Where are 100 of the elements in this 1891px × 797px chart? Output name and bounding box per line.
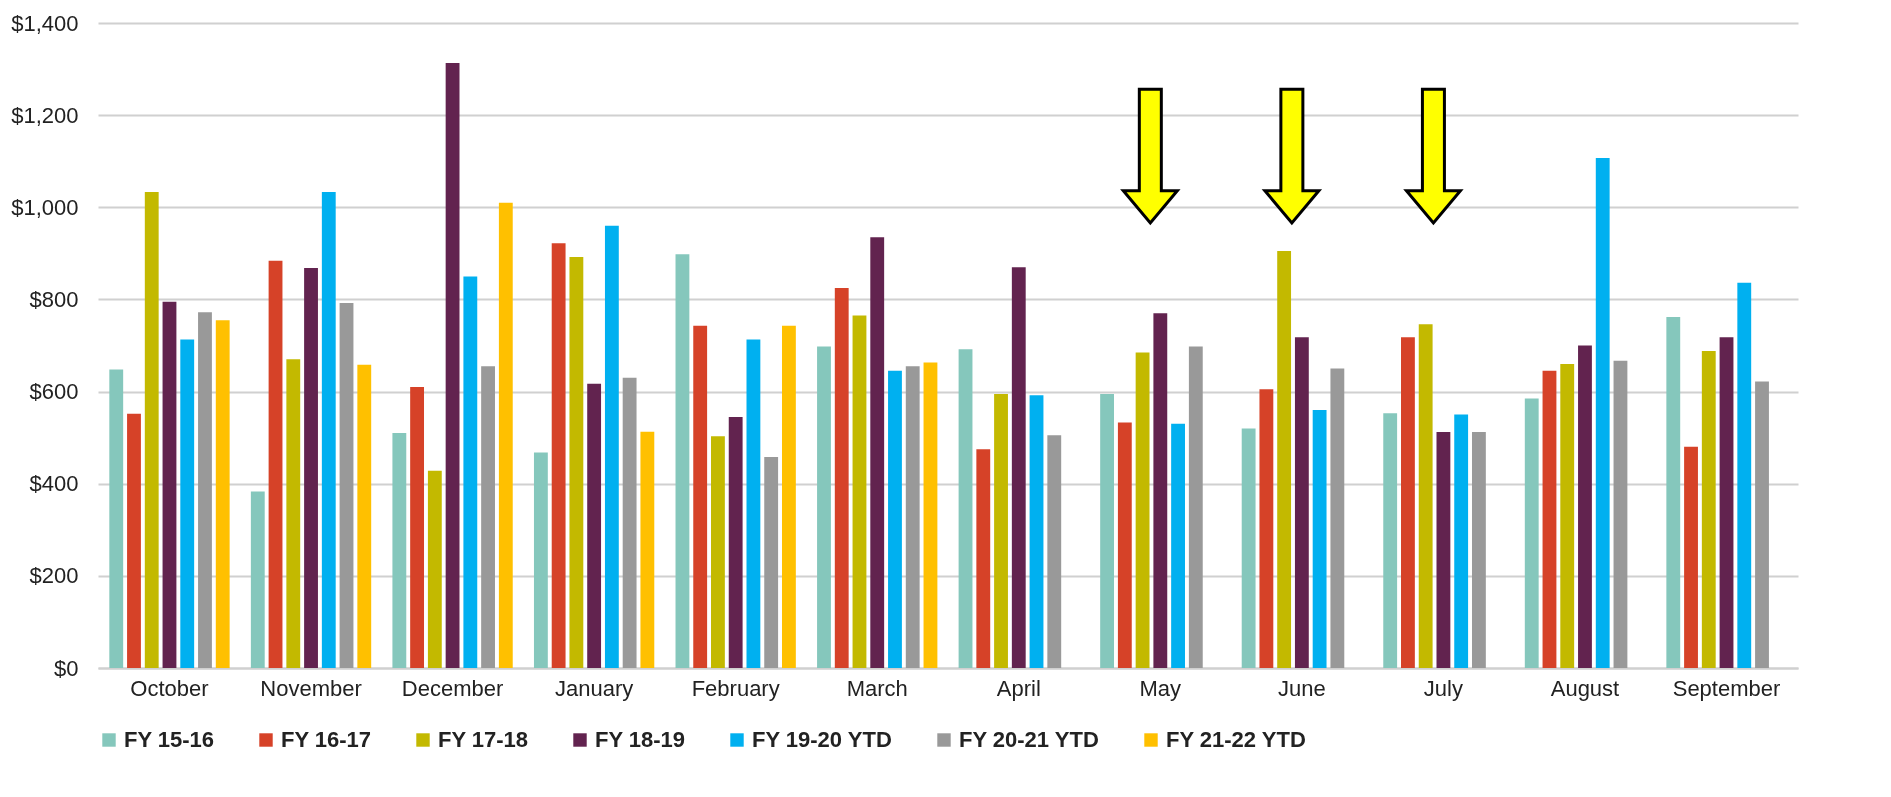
legend-label: FY 17-18 <box>438 727 529 752</box>
bar <box>1737 282 1752 668</box>
bar <box>1701 351 1716 668</box>
bar <box>198 312 212 668</box>
bar <box>1011 267 1026 668</box>
bar <box>1418 324 1433 668</box>
bar <box>711 436 725 668</box>
legend-label: FY 16-17 <box>281 727 372 752</box>
bar <box>1241 428 1256 668</box>
y-tick-label: $1,400 <box>11 10 79 36</box>
bar <box>746 339 761 668</box>
bar <box>162 301 177 668</box>
bar <box>1135 352 1150 668</box>
bar <box>1436 432 1451 668</box>
x-tick-label: February <box>691 675 780 701</box>
bar <box>357 364 372 668</box>
bar <box>994 393 1008 668</box>
bar <box>268 260 283 668</box>
y-tick-label: $800 <box>29 286 79 312</box>
legend-label: FY 21-22 YTD <box>1166 727 1306 752</box>
bar <box>675 254 690 668</box>
bar <box>1666 316 1681 668</box>
bar <box>144 192 159 668</box>
bar <box>693 325 708 668</box>
bar <box>852 315 867 668</box>
bar <box>640 431 655 668</box>
y-tick-label: $600 <box>29 379 79 405</box>
bar <box>622 377 637 668</box>
bar <box>551 243 566 668</box>
bar <box>1330 368 1345 668</box>
x-tick-label: October <box>130 675 209 701</box>
bar <box>781 325 796 668</box>
bar <box>923 362 938 668</box>
legend-label: FY 19-20 YTD <box>752 727 892 752</box>
x-tick-label: September <box>1672 675 1781 701</box>
bar <box>1401 337 1415 668</box>
bar <box>1153 313 1168 668</box>
y-tick-label: $400 <box>29 471 79 497</box>
bar <box>764 456 779 668</box>
x-tick-label: April <box>996 675 1041 701</box>
bar <box>321 192 336 668</box>
bar <box>445 63 460 668</box>
bar <box>1047 435 1062 668</box>
x-tick-label: June <box>1278 675 1326 701</box>
bar <box>1524 398 1539 668</box>
y-tick-label: $0 <box>54 655 79 681</box>
x-tick-label: January <box>554 675 634 701</box>
bar <box>1755 381 1769 668</box>
bar <box>250 491 265 668</box>
x-tick-label: August <box>1550 675 1620 701</box>
bar <box>870 237 885 668</box>
x-tick-label: December <box>401 675 504 701</box>
bar <box>1188 346 1203 668</box>
bar <box>286 359 301 668</box>
bar <box>533 452 548 668</box>
bar <box>1471 432 1486 668</box>
bar <box>498 202 513 668</box>
bar <box>888 370 902 668</box>
bar <box>180 339 195 668</box>
bar <box>463 276 478 668</box>
y-tick-label: $1,200 <box>11 102 79 128</box>
bar <box>1294 337 1309 668</box>
bar <box>728 416 743 668</box>
x-tick-label: July <box>1423 675 1463 701</box>
bar <box>1100 393 1115 668</box>
legend-label: FY 15-16 <box>124 727 215 752</box>
bar <box>410 386 425 668</box>
bar <box>1383 413 1398 668</box>
bar <box>339 303 354 668</box>
bar <box>905 366 920 668</box>
legend-label: FY 20-21 YTD <box>959 727 1099 752</box>
bar <box>215 320 230 668</box>
bar <box>1595 157 1610 668</box>
bar <box>587 383 602 668</box>
bar <box>427 470 442 668</box>
bar <box>569 257 584 668</box>
legend-label: FY 18-19 <box>595 727 686 752</box>
bar <box>834 287 849 668</box>
bar <box>817 346 831 668</box>
bar <box>1259 389 1274 668</box>
bar <box>1454 414 1469 668</box>
x-tick-label: May <box>1139 675 1182 701</box>
bar <box>1684 446 1698 668</box>
bar <box>958 349 973 668</box>
bar <box>1117 422 1132 668</box>
bar <box>604 225 619 668</box>
bar <box>976 449 991 668</box>
bar <box>304 268 318 668</box>
bar <box>1542 370 1557 668</box>
bar <box>1312 410 1327 668</box>
bar <box>127 413 141 668</box>
x-tick-label: March <box>846 675 908 701</box>
bar <box>109 369 124 668</box>
bar <box>1171 423 1185 668</box>
y-tick-label: $1,000 <box>11 194 79 220</box>
bar <box>1613 360 1628 668</box>
bar <box>1719 337 1734 668</box>
bar <box>1277 251 1292 668</box>
bar <box>481 366 495 668</box>
bar <box>1029 395 1044 668</box>
